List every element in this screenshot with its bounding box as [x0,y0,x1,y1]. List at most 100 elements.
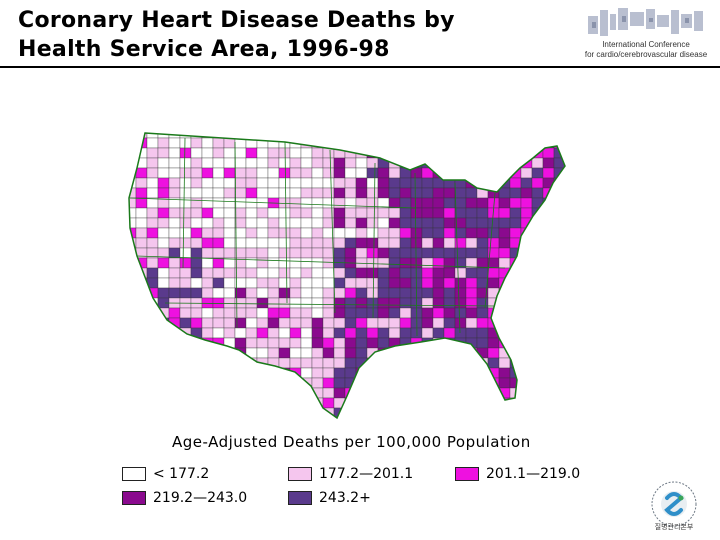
hsa-cell-1145 [245,397,258,409]
hsa-cell-874 [498,327,511,339]
hsa-cell-617 [443,267,456,279]
hsa-cell-143 [311,157,324,169]
hsa-cell-699 [421,287,434,299]
hsa-cell-144 [322,157,335,169]
hsa-cell-963 [553,347,565,359]
hsa-cell-1077 [421,377,434,389]
hsa-cell-945 [355,347,368,359]
hsa-cell-582 [520,257,533,269]
hsa-cell-920 [542,337,555,349]
conference-line-2: for cardio/cerebrovascular disease [584,50,708,59]
hsa-cell-179 [245,167,258,179]
hsa-cell-510 [190,247,203,259]
hsa-cell-147 [355,157,368,169]
hsa-cell-817 [333,317,346,329]
hsa-cell-1146 [256,397,269,409]
hsa-cell-329 [509,197,522,209]
hsa-cell-1154 [344,397,357,409]
hsa-cell-763 [201,307,214,319]
hsa-cell-1201 [399,407,412,418]
hsa-cell-1125 [487,387,500,399]
hsa-cell-703 [465,287,478,299]
hsa-cell-1197 [355,407,368,418]
hsa-cell-283 [465,187,478,199]
hsa-cell-725 [245,297,258,309]
hsa-cell-444 [388,227,401,239]
hsa-cell-856 [300,327,313,339]
hsa-cell-253 [135,187,148,199]
hsa-cell-1221 [157,417,170,418]
hsa-cell-1149 [289,397,302,409]
hsa-cell-941 [311,347,324,359]
hsa-cell-166 [564,157,565,169]
hsa-cell-778 [366,307,379,319]
hsa-cell-907 [399,337,412,349]
hsa-cell-731 [311,297,324,309]
state-borders [129,137,506,337]
hsa-cell-1048 [564,367,565,379]
hsa-cell-783 [421,307,434,319]
hsa-cell-205 [531,167,544,179]
hsa-cell-486 [388,237,401,249]
hsa-cell-119 [509,147,522,159]
hsa-cell-91 [201,147,214,159]
hsa-cell-871 [465,327,478,339]
hsa-cell-128 [146,157,159,169]
hsa-cell-825 [421,317,434,329]
hsa-cell-348 [256,207,269,219]
hsa-cell-289 [531,187,544,199]
hsa-cell-1183 [201,407,214,418]
hsa-cell-41 [576,128,580,138]
hsa-cell-418 [564,217,565,229]
hsa-cell-648 [322,277,335,289]
hsa-cell-750 [520,297,533,309]
hsa-cell-917 [509,337,522,349]
hsa-cell-338 [146,207,159,219]
hsa-cell-287 [509,187,522,199]
hsa-cell-967 [135,357,148,369]
hsa-cell-741 [421,297,434,309]
hsa-cell-214 [168,177,181,189]
hsa-cell-155 [443,157,456,169]
hsa-cell-487 [399,237,412,249]
hsa-cell-397 [333,217,346,229]
hsa-cell-198 [454,167,467,179]
hsa-cell-3 [157,133,170,139]
hsa-cell-1055 [179,377,192,389]
hsa-cell-1243 [399,417,412,418]
hsa-cell-279 [421,187,434,199]
hsa-cell-409 [465,217,478,229]
hsa-cell-921 [553,337,565,349]
hsa-cell-482 [344,237,357,249]
hsa-cell-95 [245,147,258,159]
hsa-cell-1253 [509,417,522,418]
hsa-cell-592 [168,267,181,279]
hsa-cell-504 [129,247,137,259]
hsa-cell-695 [377,287,390,299]
hsa-cell-154 [432,157,445,169]
hsa-cell-264 [256,187,269,199]
hsa-cell-666 [520,277,533,289]
hsa-cell-335 [576,198,580,208]
hsa-cell-434 [278,227,291,239]
hsa-cell-344 [212,207,225,219]
hsa-cell-1016 [212,367,225,379]
hsa-cell-1047 [553,367,565,379]
hsa-cell-441 [355,227,368,239]
hsa-cell-1204 [432,407,445,418]
hsa-cell-1113 [355,387,368,399]
hsa-cell-472 [234,237,247,249]
hsa-cell-997 [465,357,478,369]
hsa-cell-933 [223,347,236,359]
hsa-cell-36 [520,133,533,139]
hsa-cell-544 [564,247,565,259]
hsa-cell-628 [564,267,565,279]
hsa-cell-353 [311,207,324,219]
hsa-cell-1223 [179,417,192,418]
hsa-cell-429 [223,227,236,239]
hsa-cell-995 [443,357,456,369]
hsa-cell-28 [432,133,445,139]
hsa-cell-468 [190,237,203,249]
hsa-cell-257 [179,187,192,199]
hsa-cell-888 [190,337,203,349]
